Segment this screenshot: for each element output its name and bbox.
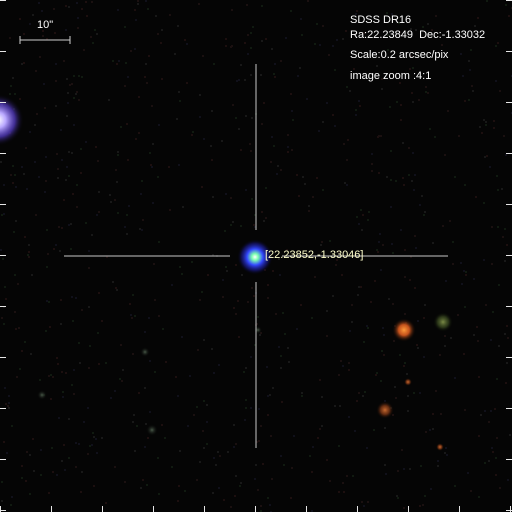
bright-star-left-edge bbox=[0, 94, 24, 146]
faint-source bbox=[254, 326, 262, 334]
faint-source bbox=[146, 424, 158, 436]
zoom-label: image zoom :4:1 bbox=[350, 70, 432, 82]
survey-label: SDSS DR16 bbox=[350, 14, 412, 26]
faint-source bbox=[37, 390, 47, 400]
coordinates-label: Ra:22.23849 Dec:-1.33032 bbox=[350, 29, 486, 41]
target-coordinates-label: [22.23852,-1.33046] bbox=[265, 249, 364, 261]
faint-red-galaxy bbox=[376, 401, 394, 419]
crosshair bbox=[64, 64, 448, 448]
pixel-scale-label: Scale:0.2 arcsec/pix bbox=[350, 49, 449, 61]
target-star[interactable] bbox=[237, 239, 273, 275]
scale-bar-label: 10" bbox=[37, 19, 54, 31]
scale-bar bbox=[19, 36, 71, 44]
faint-source bbox=[140, 347, 150, 357]
orange-galaxy bbox=[392, 318, 416, 342]
faint-source bbox=[404, 378, 412, 386]
faint-green-galaxy bbox=[433, 312, 453, 332]
faint-source bbox=[436, 443, 444, 451]
